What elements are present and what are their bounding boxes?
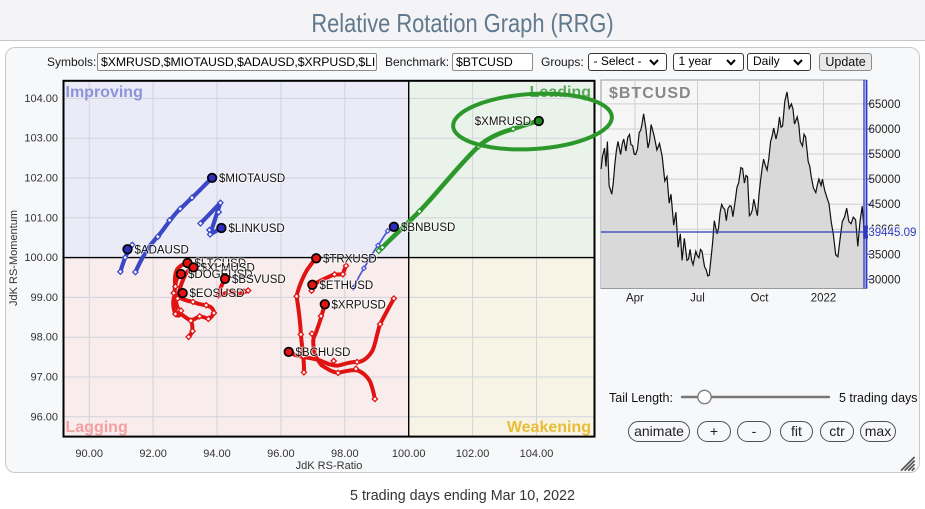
- svg-text:104.00: 104.00: [24, 93, 58, 105]
- svg-text:$LTCUSD: $LTCUSD: [195, 258, 247, 270]
- svg-text:40000: 40000: [869, 224, 901, 236]
- svg-text:102.00: 102.00: [456, 448, 490, 460]
- svg-text:$BCHUSD: $BCHUSD: [296, 347, 351, 359]
- svg-text:98.00: 98.00: [30, 332, 58, 344]
- svg-text:$ETHUSD: $ETHUSD: [320, 280, 374, 292]
- svg-text:55000: 55000: [869, 149, 901, 161]
- svg-text:60000: 60000: [869, 124, 901, 136]
- svg-text:99.00: 99.00: [30, 292, 58, 304]
- svg-text:104.00: 104.00: [520, 448, 554, 460]
- svg-text:90.00: 90.00: [75, 448, 103, 460]
- svg-text:Lagging: Lagging: [66, 419, 128, 436]
- svg-text:Apr: Apr: [626, 293, 644, 305]
- svg-text:65000: 65000: [869, 99, 901, 111]
- svg-text:Weakening: Weakening: [507, 419, 591, 436]
- svg-text:Oct: Oct: [751, 293, 770, 305]
- svg-text:96.00: 96.00: [267, 448, 295, 460]
- svg-text:101.00: 101.00: [24, 212, 58, 224]
- svg-text:$LINKUSD: $LINKUSD: [229, 223, 285, 235]
- svg-text:Jul: Jul: [690, 293, 705, 305]
- svg-text:$BNBUSD: $BNBUSD: [401, 222, 455, 234]
- svg-text:100.00: 100.00: [24, 252, 58, 264]
- svg-text:97.00: 97.00: [30, 372, 58, 384]
- svg-text:JdK RS-Momentum: JdK RS-Momentum: [8, 210, 20, 306]
- svg-text:30000: 30000: [869, 274, 901, 286]
- svg-text:39445.09: 39445.09: [868, 227, 916, 239]
- svg-text:2022: 2022: [811, 293, 837, 305]
- svg-text:$XRPUSD: $XRPUSD: [332, 300, 386, 312]
- svg-text:$XMRUSD: $XMRUSD: [475, 116, 531, 128]
- svg-text:35000: 35000: [869, 249, 901, 261]
- svg-text:102.00: 102.00: [24, 173, 58, 185]
- svg-text:$DOGEUSD: $DOGEUSD: [188, 269, 253, 281]
- svg-text:$EOSUSD: $EOSUSD: [190, 288, 245, 300]
- svg-text:$ADAUSD: $ADAUSD: [135, 245, 189, 257]
- svg-text:$XLMUSD: $XLMUSD: [201, 263, 255, 275]
- svg-text:$BSVUSD: $BSVUSD: [232, 274, 286, 286]
- svg-text:45000: 45000: [869, 199, 901, 211]
- svg-text:98.00: 98.00: [331, 448, 359, 460]
- svg-text:Improving: Improving: [66, 84, 143, 101]
- svg-text:$TRXUSD: $TRXUSD: [323, 254, 377, 266]
- svg-text:92.00: 92.00: [139, 448, 167, 460]
- svg-text:50000: 50000: [869, 174, 901, 186]
- svg-text:$BTCUSD: $BTCUSD: [609, 85, 692, 102]
- svg-text:JdK RS-Ratio: JdK RS-Ratio: [296, 460, 363, 472]
- svg-text:96.00: 96.00: [30, 411, 58, 423]
- svg-text:100.00: 100.00: [392, 448, 426, 460]
- svg-text:94.00: 94.00: [203, 448, 231, 460]
- svg-text:$MIOTAUSD: $MIOTAUSD: [219, 173, 285, 185]
- svg-text:103.00: 103.00: [24, 133, 58, 145]
